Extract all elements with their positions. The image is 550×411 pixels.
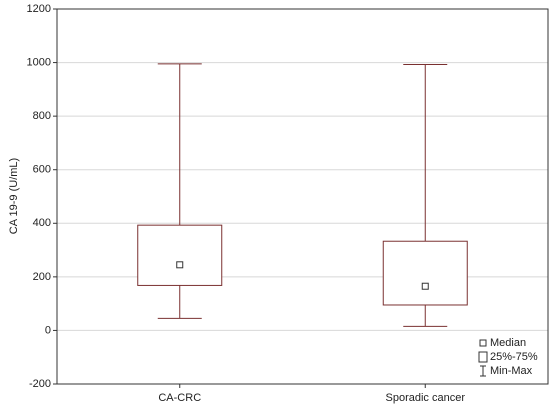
box [382,240,468,306]
y-axis-label: CA 19-9 (U/mL) [8,158,20,234]
legend-label: 25%-75% [490,351,538,363]
y-tick-label: -200 [29,378,51,390]
legend-label: Median [490,337,526,349]
legend-label: Min-Max [490,365,533,377]
legend-icon [478,351,488,363]
y-tick-label: 1000 [27,56,51,68]
legend-icon [479,339,487,347]
y-tick-label: 800 [33,110,51,122]
y-tick-label: 400 [33,217,51,229]
median-marker [421,282,429,290]
x-tick-label: Sporadic cancer [386,392,466,404]
y-tick-label: 600 [33,164,51,176]
plot-frame [56,8,549,385]
y-tick-label: 1200 [27,3,51,15]
x-tick-label: CA-CRC [158,392,201,404]
box [137,224,223,286]
y-tick-label: 200 [33,271,51,283]
y-tick-label: 0 [45,324,51,336]
median-marker [176,261,184,269]
